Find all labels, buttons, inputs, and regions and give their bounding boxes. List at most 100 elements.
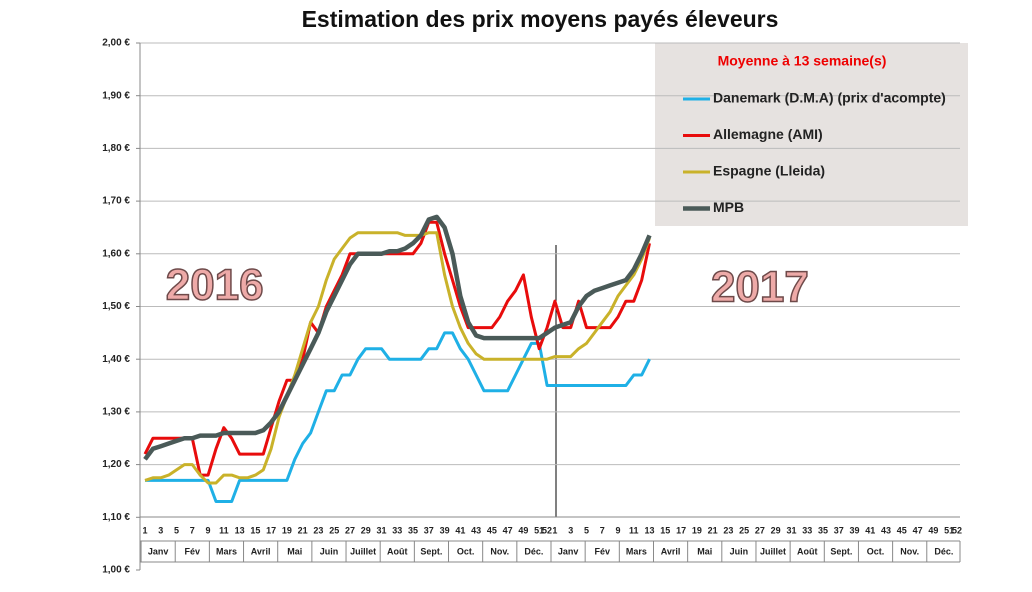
y-tick-label: 2,00 € — [102, 38, 130, 49]
x-tick-label: 35 — [818, 525, 828, 535]
x-tick-label: 23 — [313, 525, 323, 535]
legend-title: Moyenne à 13 semaine(s) — [718, 53, 887, 69]
month-label: Août — [387, 546, 408, 556]
month-label: Janv — [558, 546, 579, 556]
x-tick-label: 3 — [158, 525, 163, 535]
month-label: Juin — [320, 546, 339, 556]
month-label: Avril — [661, 546, 681, 556]
series-line — [145, 331, 651, 503]
y-tick-label: 1,80 € — [102, 143, 130, 154]
x-tick-label: 19 — [692, 525, 702, 535]
y-tick-label: 1,40 € — [102, 354, 130, 365]
series-line — [144, 231, 651, 485]
x-tick-label: 47 — [503, 525, 513, 535]
month-label: Fév — [594, 546, 610, 556]
x-tick-label: 51 — [944, 525, 954, 535]
y-tick-label: 1,50 € — [102, 301, 130, 312]
x-tick-label: 3 — [568, 525, 573, 535]
x-tick-label: 13 — [645, 525, 655, 535]
x-tick-label: 7 — [600, 525, 605, 535]
x-tick-label: 45 — [487, 525, 497, 535]
x-tick-label: 25 — [329, 525, 339, 535]
x-tick-label: 37 — [424, 525, 434, 535]
series-line — [143, 214, 652, 461]
month-label: Nov. — [490, 546, 509, 556]
x-tick-label: 15 — [250, 525, 260, 535]
x-tick-label: 33 — [802, 525, 812, 535]
x-tick-label: 17 — [676, 525, 686, 535]
month-label: Sept. — [830, 546, 852, 556]
month-label: Fév — [185, 546, 201, 556]
y-tick-label: 1,70 € — [102, 196, 130, 207]
x-tick-label: 17 — [266, 525, 276, 535]
y-tick-label: 1,90 € — [102, 90, 130, 101]
month-label: Juillet — [760, 546, 786, 556]
month-label: Mars — [626, 546, 647, 556]
x-tick-label: 21 — [708, 525, 718, 535]
x-tick-label: 29 — [361, 525, 371, 535]
month-label: Mars — [216, 546, 237, 556]
x-tick-label: 52 — [542, 525, 552, 535]
x-tick-label: 39 — [440, 525, 450, 535]
x-tick-label: 31 — [786, 525, 796, 535]
x-tick-label: 9 — [616, 525, 621, 535]
x-tick-label: 49 — [928, 525, 938, 535]
x-tick-label: 33 — [392, 525, 402, 535]
x-tick-label: 49 — [518, 525, 528, 535]
x-tick-label: 9 — [206, 525, 211, 535]
x-tick-label: 52 — [952, 525, 962, 535]
x-tick-label: 45 — [897, 525, 907, 535]
x-tick-label: 27 — [755, 525, 765, 535]
x-tick-label: 23 — [723, 525, 733, 535]
x-tick-label: 15 — [660, 525, 670, 535]
x-tick-label: 39 — [850, 525, 860, 535]
legend-label: Allemagne (AMI) — [713, 126, 823, 142]
y-tick-label: 1,60 € — [102, 248, 130, 259]
month-label: Juillet — [350, 546, 376, 556]
month-label: Mai — [697, 546, 712, 556]
month-label: Oct. — [867, 546, 885, 556]
x-tick-label: 37 — [834, 525, 844, 535]
x-tick-label: 25 — [739, 525, 749, 535]
x-tick-label: 41 — [865, 525, 875, 535]
month-label: Oct. — [457, 546, 475, 556]
month-label: Janv — [148, 546, 169, 556]
x-tick-label: 43 — [471, 525, 481, 535]
year-annotation: 2017 — [711, 263, 809, 312]
month-label: Sept. — [420, 546, 442, 556]
x-tick-label: 11 — [629, 525, 639, 535]
x-tick-label: 51 — [534, 525, 544, 535]
month-label: Juin — [730, 546, 749, 556]
month-label: Mai — [287, 546, 302, 556]
y-tick-label: 1,20 € — [102, 459, 130, 470]
x-tick-label: 41 — [455, 525, 465, 535]
month-label: Août — [797, 546, 818, 556]
x-tick-label: 35 — [408, 525, 418, 535]
month-label: Déc. — [934, 546, 953, 556]
x-tick-label: 1 — [552, 525, 557, 535]
legend-label: Espagne (Lleida) — [713, 163, 825, 179]
x-tick-label: 43 — [881, 525, 891, 535]
x-tick-label: 31 — [376, 525, 386, 535]
y-tick-label: 1,10 € — [102, 512, 130, 523]
x-tick-label: 27 — [345, 525, 355, 535]
x-tick-label: 29 — [771, 525, 781, 535]
y-tick-label: 1,00 € — [102, 565, 130, 576]
x-tick-label: 1 — [142, 525, 147, 535]
x-tick-label: 47 — [913, 525, 923, 535]
x-tick-label: 5 — [174, 525, 179, 535]
x-tick-label: 21 — [298, 525, 308, 535]
x-tick-label: 11 — [219, 525, 229, 535]
x-tick-label: 19 — [282, 525, 292, 535]
x-tick-label: 7 — [190, 525, 195, 535]
chart-title: Estimation des prix moyens payés éleveur… — [302, 6, 779, 32]
legend-label: Danemark (D.M.A) (prix d'acompte) — [713, 90, 946, 106]
month-label: Avril — [251, 546, 271, 556]
legend-label: MPB — [713, 199, 744, 215]
year-annotation: 2016 — [166, 261, 264, 310]
month-label: Déc. — [524, 546, 543, 556]
month-label: Nov. — [900, 546, 919, 556]
x-tick-label: 5 — [584, 525, 589, 535]
y-tick-label: 1,30 € — [102, 407, 130, 418]
